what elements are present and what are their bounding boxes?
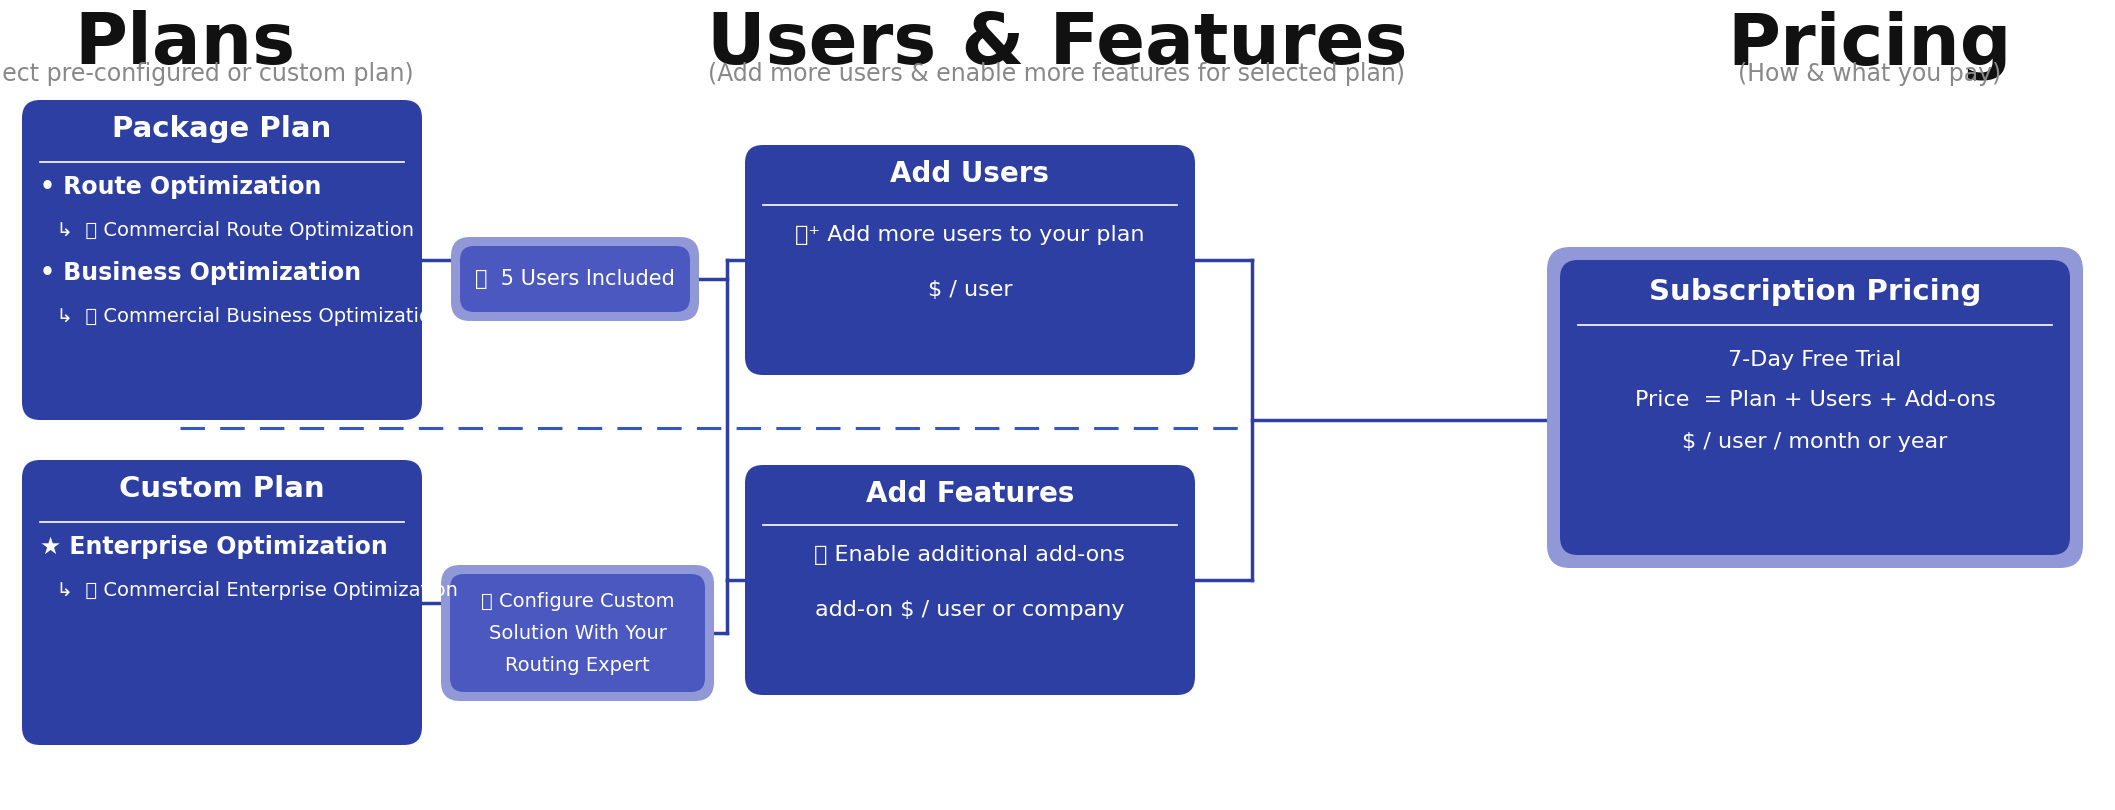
Text: ↳  🚚 Commercial Enterprise Optimization: ↳ 🚚 Commercial Enterprise Optimization	[44, 581, 457, 600]
Text: ↳  🚚 Commercial Business Optimization: ↳ 🚚 Commercial Business Optimization	[44, 307, 444, 326]
FancyBboxPatch shape	[1546, 247, 2083, 568]
Text: (How & what you pay): (How & what you pay)	[1739, 62, 2001, 86]
Text: add-on $ / user or company: add-on $ / user or company	[814, 600, 1125, 620]
Text: Users & Features: Users & Features	[706, 10, 1406, 79]
FancyBboxPatch shape	[744, 465, 1195, 695]
Text: Routing Expert: Routing Expert	[505, 656, 649, 675]
Text: Add Features: Add Features	[865, 480, 1074, 508]
Text: Package Plan: Package Plan	[112, 115, 332, 143]
Text: Pricing: Pricing	[1728, 10, 2011, 79]
Text: Subscription Pricing: Subscription Pricing	[1650, 278, 1982, 306]
Text: • Route Optimization: • Route Optimization	[40, 175, 321, 199]
Text: ↳  🚚 Commercial Route Optimization: ↳ 🚚 Commercial Route Optimization	[44, 221, 415, 240]
FancyBboxPatch shape	[450, 574, 704, 692]
FancyBboxPatch shape	[21, 460, 423, 745]
Text: 👥⁺ Add more users to your plan: 👥⁺ Add more users to your plan	[795, 225, 1144, 245]
Text: 🚀 Enable additional add-ons: 🚀 Enable additional add-ons	[814, 545, 1125, 565]
Text: (Add more users & enable more features for selected plan): (Add more users & enable more features f…	[709, 62, 1406, 86]
Text: 🎧 Configure Custom: 🎧 Configure Custom	[480, 592, 675, 611]
Text: • Business Optimization: • Business Optimization	[40, 261, 362, 285]
FancyBboxPatch shape	[1561, 260, 2071, 555]
Text: (Select pre-configured or custom plan): (Select pre-configured or custom plan)	[0, 62, 412, 86]
Text: Solution With Your: Solution With Your	[489, 624, 666, 643]
Text: $ / user: $ / user	[928, 280, 1013, 300]
FancyBboxPatch shape	[459, 246, 689, 312]
Text: Custom Plan: Custom Plan	[118, 475, 326, 503]
FancyBboxPatch shape	[21, 100, 423, 420]
FancyBboxPatch shape	[450, 237, 698, 321]
Text: Plans: Plans	[74, 10, 296, 79]
Text: $ / user / month or year: $ / user / month or year	[1681, 432, 1948, 452]
FancyBboxPatch shape	[744, 145, 1195, 375]
Text: Price  = Plan + Users + Add-ons: Price = Plan + Users + Add-ons	[1635, 390, 1994, 410]
Text: 👥  5 Users Included: 👥 5 Users Included	[476, 269, 675, 289]
Text: ★ Enterprise Optimization: ★ Enterprise Optimization	[40, 535, 387, 559]
Text: 7-Day Free Trial: 7-Day Free Trial	[1728, 350, 1901, 370]
FancyBboxPatch shape	[442, 565, 715, 701]
Text: Add Users: Add Users	[890, 160, 1049, 188]
